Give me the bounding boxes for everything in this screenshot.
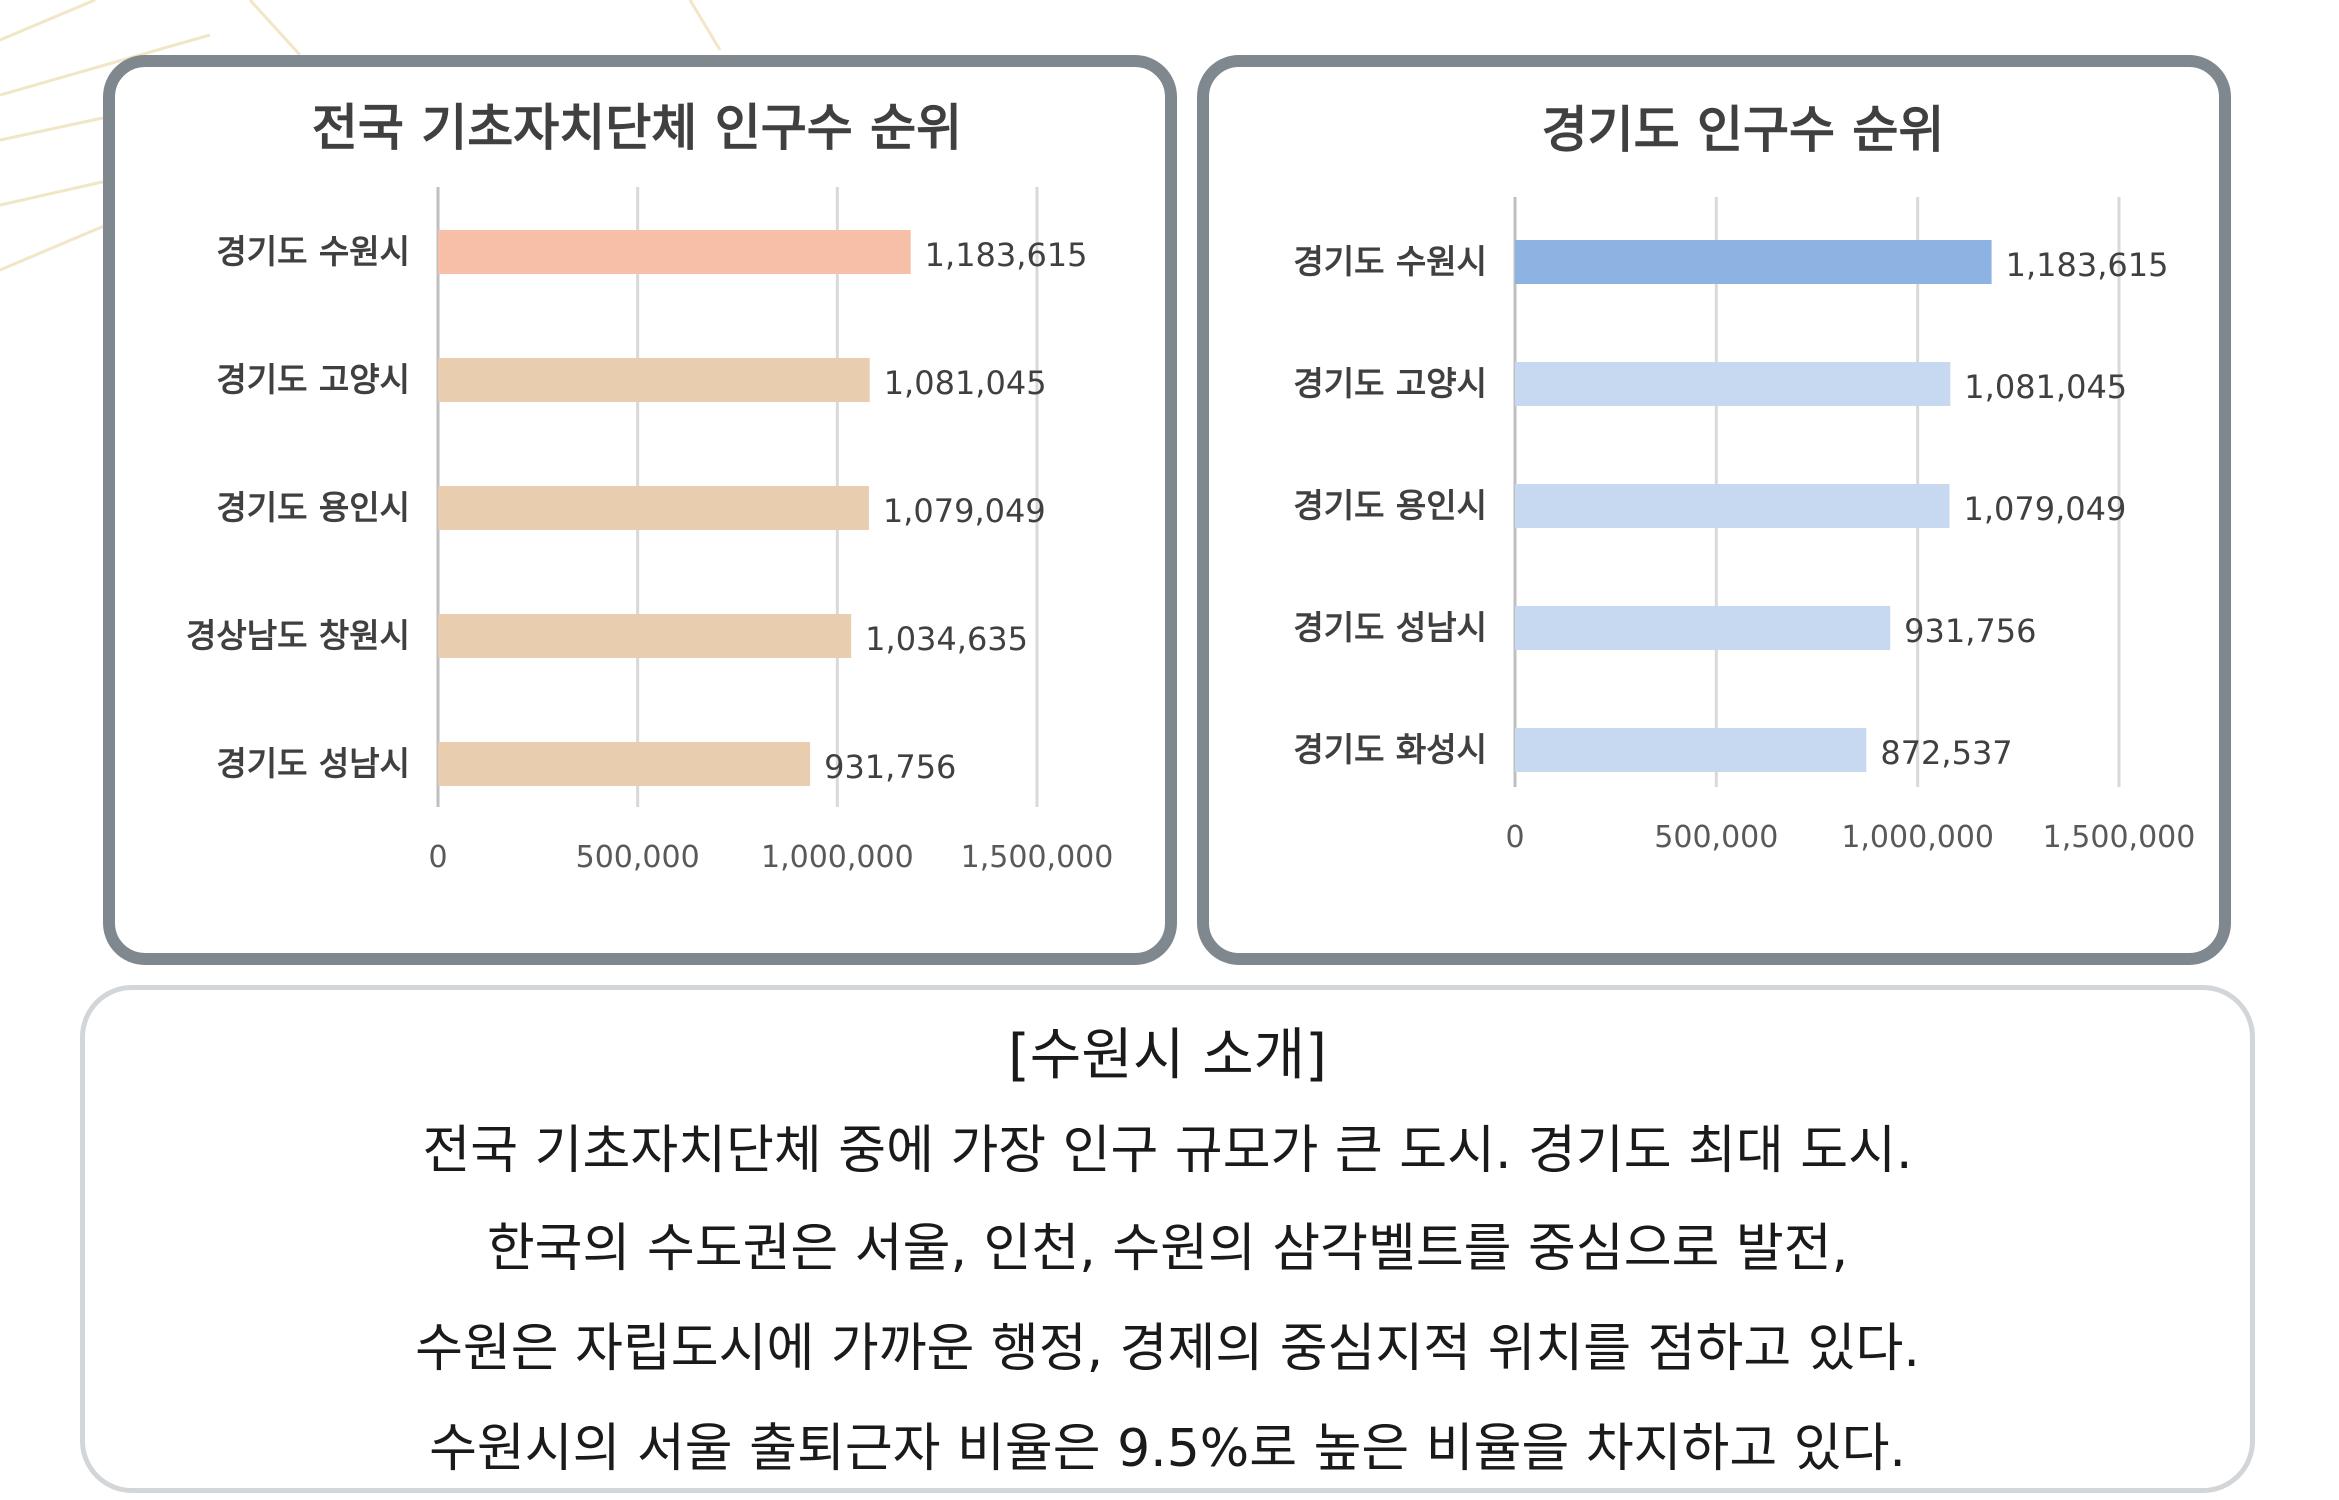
y-category-label: 경기도 수원시 (216, 232, 410, 271)
y-category-label: 경기도 용인시 (1293, 486, 1487, 525)
bar (1515, 606, 1891, 650)
data-label: 1,183,615 (925, 236, 1088, 274)
y-category-label: 경기도 수원시 (1293, 242, 1487, 281)
intro-line-4: 수원시의 서울 출퇴근자 비율은 9.5%로 높은 비율을 차지하고 있다. (429, 1419, 1906, 1479)
y-category-label: 경기도 용인시 (216, 488, 410, 527)
y-category-label: 경기도 화성시 (1293, 730, 1487, 769)
intro-line-3: 수원은 자립도시에 가까운 행정, 경제의 중심지적 위치를 점하고 있다. (415, 1319, 1920, 1379)
bar (1515, 728, 1867, 772)
y-category-label: 경기도 성남시 (216, 744, 410, 783)
background-decoration (0, 0, 722, 272)
y-category-label: 경상남도 창원시 (186, 616, 410, 655)
intro-line-1: 전국 기초자치단체 중에 가장 인구 규모가 큰 도시. 경기도 최대 도시. (422, 1121, 1913, 1181)
chart-panel-gyeonggi: 경기도 인구수 순위 0 500,000 1,000,000 1,500,000 경기도 … (1197, 55, 2231, 965)
x-tick-label: 500,000 (576, 840, 700, 875)
chart-panel-national: 전국 기초자치단체 인구수 순위 0 500,000 1,000,000 1,500,0… (103, 55, 1177, 965)
x-tick-label: 1,000,000 (1841, 820, 1994, 855)
x-tick-label: 1,000,000 (761, 840, 914, 875)
bar (1515, 484, 1950, 528)
data-label: 1,081,045 (1964, 368, 2127, 406)
bar (438, 614, 852, 658)
x-tick-label: 1,500,000 (961, 840, 1114, 875)
bar-chart-gyeonggi: 경기도 인구수 순위 0 500,000 1,000,000 1,500,000 경기도 … (1293, 101, 2196, 855)
data-label: 872,537 (1880, 734, 2012, 772)
data-label: 1,079,049 (883, 492, 1046, 530)
data-label: 1,079,049 (1963, 490, 2126, 528)
x-tick-label: 0 (1505, 820, 1524, 855)
x-tick-label: 0 (428, 840, 447, 875)
bar (1515, 362, 1951, 406)
bar-chart-national: 전국 기초자치단체 인구수 순위 0 500,000 1,000,000 1,500,0… (186, 99, 1114, 875)
bar (438, 358, 870, 402)
data-label: 1,183,615 (2006, 246, 2169, 284)
bar (438, 486, 869, 530)
x-tick-label: 500,000 (1654, 820, 1778, 855)
intro-title: [수원시 소개] (1007, 1023, 1328, 1088)
bar (438, 742, 811, 786)
x-tick-label: 1,500,000 (2043, 820, 2196, 855)
data-label: 931,756 (824, 748, 956, 786)
data-label: 1,034,635 (865, 620, 1028, 658)
chart-title: 경기도 인구수 순위 (1542, 101, 1945, 159)
y-category-label: 경기도 성남시 (1293, 608, 1487, 647)
data-label: 1,081,045 (884, 364, 1047, 402)
suwon-intro-box: [수원시 소개] 전국 기초자치단체 중에 가장 인구 규모가 큰 도시. 경기… (80, 985, 2255, 1493)
y-category-label: 경기도 고양시 (216, 360, 410, 399)
bar (1515, 240, 1992, 284)
chart-title: 전국 기초자치단체 인구수 순위 (312, 99, 962, 157)
intro-line-2: 한국의 수도권은 서울, 인천, 수원의 삼각벨트를 중심으로 발전, (486, 1219, 1849, 1279)
bar (438, 230, 911, 274)
data-label: 931,756 (1904, 612, 2036, 650)
y-category-label: 경기도 고양시 (1293, 364, 1487, 403)
